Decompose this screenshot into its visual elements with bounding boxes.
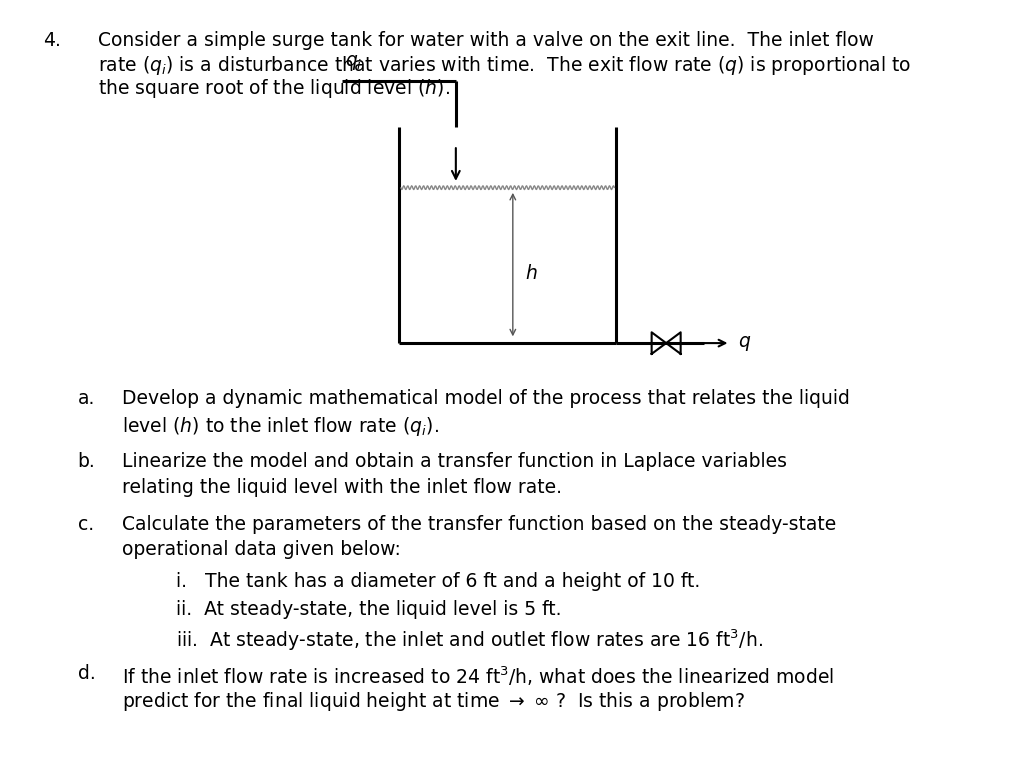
- Text: predict for the final liquid height at time $\rightarrow$ $\infty$ ?  Is this a : predict for the final liquid height at t…: [122, 690, 745, 713]
- Text: b.: b.: [78, 452, 95, 471]
- Text: Calculate the parameters of the transfer function based on the steady-state: Calculate the parameters of the transfer…: [122, 514, 836, 534]
- Text: a.: a.: [78, 389, 95, 409]
- Text: Develop a dynamic mathematical model of the process that relates the liquid: Develop a dynamic mathematical model of …: [122, 389, 851, 409]
- Text: c.: c.: [78, 514, 94, 534]
- Text: If the inlet flow rate is increased to 24 ft$^3$/h, what does the linearized mod: If the inlet flow rate is increased to 2…: [122, 665, 834, 688]
- Text: 4.: 4.: [44, 31, 61, 50]
- Text: Linearize the model and obtain a transfer function in Laplace variables: Linearize the model and obtain a transfe…: [122, 452, 787, 471]
- Text: ii.  At steady-state, the liquid level is 5 ft.: ii. At steady-state, the liquid level is…: [176, 600, 562, 618]
- Text: rate ($q_i$) is a disturbance that varies with time.  The exit flow rate ($q$) i: rate ($q_i$) is a disturbance that varie…: [98, 54, 912, 77]
- Text: $q$: $q$: [738, 334, 751, 352]
- Text: operational data given below:: operational data given below:: [122, 540, 401, 560]
- Text: the square root of the liquid level ($h$).: the square root of the liquid level ($h$…: [98, 77, 451, 100]
- Text: Consider a simple surge tank for water with a valve on the exit line.  The inlet: Consider a simple surge tank for water w…: [98, 31, 874, 50]
- Text: d.: d.: [78, 665, 95, 683]
- Text: i.   The tank has a diameter of 6 ft and a height of 10 ft.: i. The tank has a diameter of 6 ft and a…: [176, 571, 700, 591]
- Text: $q_i$: $q_i$: [345, 52, 363, 72]
- Text: iii.  At steady-state, the inlet and outlet flow rates are 16 ft$^3$/h.: iii. At steady-state, the inlet and outl…: [176, 628, 762, 653]
- Text: level ($h$) to the inlet flow rate ($q_i$).: level ($h$) to the inlet flow rate ($q_i…: [122, 416, 439, 438]
- Text: relating the liquid level with the inlet flow rate.: relating the liquid level with the inlet…: [122, 478, 563, 497]
- Text: $h$: $h$: [525, 264, 538, 283]
